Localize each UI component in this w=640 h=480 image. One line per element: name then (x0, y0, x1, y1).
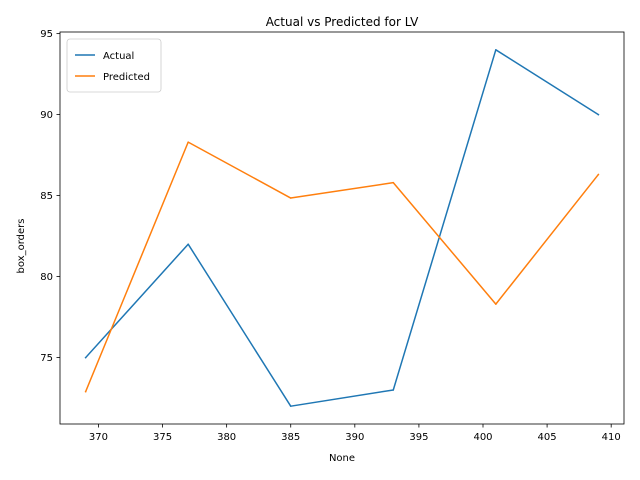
x-tick-label: 380 (217, 432, 236, 443)
data-point-actual (289, 405, 292, 407)
series-line-predicted (84, 141, 600, 393)
x-tick-label: 370 (89, 432, 108, 443)
data-point-predicted (392, 181, 395, 184)
y-axis-label: box_orders (16, 219, 27, 274)
y-tick-label: 95 (40, 29, 53, 40)
data-point-predicted (597, 173, 600, 176)
data-point-predicted (495, 303, 497, 305)
x-tick-label: 400 (473, 432, 492, 443)
x-tick-label: 410 (602, 432, 621, 443)
data-point-actual (84, 356, 87, 359)
data-point-actual (597, 113, 600, 116)
y-axis-ticks: 75 80 85 90 95 (40, 29, 60, 364)
chart-title: Actual vs Predicted for LV (266, 15, 419, 29)
x-tick-label: 375 (153, 432, 172, 443)
x-axis-ticks: 370 375 380 385 390 395 400 405 410 (89, 424, 621, 443)
data-point-predicted (289, 197, 292, 199)
legend-box (66, 38, 162, 93)
plot-frame (59, 31, 625, 425)
x-tick-label: 395 (409, 432, 428, 443)
data-point-actual (392, 389, 395, 391)
data-point-actual (495, 49, 497, 51)
y-tick-label: 75 (40, 353, 53, 364)
x-axis-label: None (329, 453, 355, 464)
legend: Actual Predicted (66, 38, 162, 93)
data-point-predicted (187, 141, 189, 143)
data-point-actual (187, 243, 189, 245)
x-tick-label: 405 (538, 432, 557, 443)
y-tick-label: 85 (40, 191, 53, 202)
y-tick-label: 90 (40, 110, 53, 121)
x-tick-label: 390 (345, 432, 364, 443)
y-tick-label: 80 (40, 272, 53, 283)
legend-label-actual: Actual (103, 51, 134, 62)
series-line-actual (84, 49, 600, 407)
data-point-predicted (84, 390, 87, 393)
series-layer (84, 49, 600, 407)
legend-label-predicted: Predicted (103, 72, 150, 83)
x-tick-label: 385 (281, 432, 300, 443)
